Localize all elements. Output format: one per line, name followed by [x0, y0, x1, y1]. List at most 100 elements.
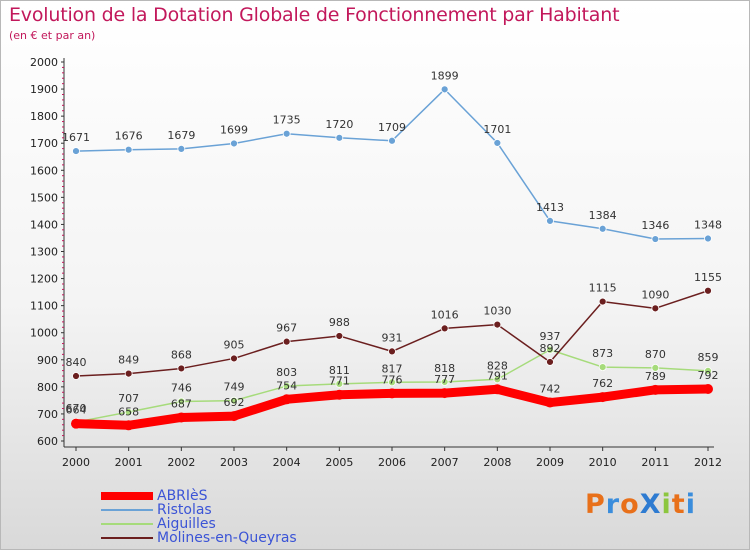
data-point-0 [334, 389, 345, 400]
x-tick-label: 2006 [378, 456, 406, 469]
data-label-1: 1709 [378, 121, 406, 134]
data-point-2 [651, 364, 660, 372]
data-label-3: 905 [224, 338, 245, 351]
data-label-2: 803 [276, 366, 297, 379]
logo-letter: P [585, 489, 606, 520]
legend-label-abries: ABRIèS [157, 488, 208, 504]
x-tick-label: 2000 [62, 456, 90, 469]
data-label-2: 707 [118, 392, 139, 405]
data-point-0 [176, 412, 187, 423]
x-tick-label: 2005 [325, 456, 353, 469]
legend-label-aiguilles: Aiguilles [157, 516, 216, 532]
data-label-3: 849 [118, 354, 139, 367]
data-label-1: 1701 [483, 123, 511, 136]
data-label-3: 931 [382, 331, 403, 344]
x-tick-label: 2011 [641, 456, 669, 469]
y-tick-label: 1000 [30, 327, 58, 340]
data-point-1 [230, 139, 238, 148]
data-label-2: 817 [382, 362, 403, 375]
data-label-1: 1735 [273, 114, 301, 127]
data-label-0: 754 [276, 379, 297, 392]
legend-swatch-ristolas [101, 509, 153, 511]
data-point-3 [124, 369, 133, 378]
data-point-0 [597, 392, 608, 403]
x-tick-label: 2002 [167, 456, 195, 469]
data-label-0: 692 [224, 396, 245, 409]
data-point-0 [71, 418, 81, 429]
x-tick-label: 2001 [115, 456, 143, 469]
y-tick-label: 600 [37, 435, 58, 448]
data-label-2: 870 [645, 348, 666, 361]
chart-title: Evolution de la Dotation Globale de Fonc… [9, 4, 620, 26]
y-tick-label: 800 [37, 381, 58, 394]
data-label-3: 967 [276, 322, 297, 335]
data-label-0: 776 [382, 373, 403, 386]
y-tick-label: 1800 [30, 110, 58, 123]
x-tick-label: 2009 [536, 456, 564, 469]
legend-swatch-molines [101, 537, 153, 539]
data-label-2: 937 [540, 330, 561, 343]
data-label-0: 771 [329, 375, 350, 388]
data-point-2 [124, 408, 133, 416]
data-label-3: 1155 [694, 271, 722, 284]
data-point-1 [388, 136, 396, 145]
data-point-3 [177, 364, 186, 373]
data-point-1 [493, 139, 502, 147]
data-label-0: 762 [592, 377, 613, 390]
data-point-3 [335, 332, 344, 340]
data-label-3: 1115 [589, 282, 617, 295]
data-label-2: 670 [66, 402, 87, 415]
data-label-2: 873 [592, 347, 613, 360]
y-tick-label: 1600 [30, 164, 58, 177]
data-point-2 [493, 375, 502, 384]
data-point-3 [230, 354, 238, 363]
data-point-0 [281, 394, 292, 405]
data-label-1: 1899 [431, 69, 459, 82]
data-point-1 [440, 85, 449, 94]
data-label-2: 859 [698, 351, 719, 364]
logo-letter: r [605, 489, 621, 520]
data-point-2 [335, 379, 344, 388]
data-point-1 [124, 145, 133, 154]
data-point-0 [650, 384, 661, 395]
data-label-2: 746 [171, 381, 192, 394]
data-point-1 [704, 234, 712, 243]
data-point-1 [598, 224, 607, 233]
data-label-0: 742 [540, 383, 561, 396]
data-point-1 [546, 217, 554, 225]
y-tick-label: 1100 [30, 300, 58, 313]
data-label-0: 777 [434, 373, 455, 386]
x-tick-label: 2004 [273, 456, 301, 469]
data-point-3 [546, 358, 554, 366]
y-tick-label: 1300 [30, 246, 58, 259]
data-point-3 [72, 372, 80, 380]
data-label-0: 664 [66, 404, 87, 417]
y-tick-label: 1400 [30, 218, 58, 231]
y-tick-label: 1200 [30, 273, 58, 286]
y-tick-label: 1900 [30, 83, 58, 96]
data-label-2: 811 [329, 364, 350, 377]
data-label-0: 789 [645, 370, 666, 383]
y-tick-label: 2000 [30, 56, 58, 69]
data-label-3: 892 [540, 342, 561, 355]
data-label-1: 1720 [325, 118, 353, 131]
data-point-0 [387, 388, 397, 399]
legend-swatch-abries [101, 492, 153, 500]
y-tick-label: 1700 [30, 137, 58, 150]
x-tick-label: 2012 [694, 456, 722, 469]
x-tick-label: 2008 [483, 456, 511, 469]
data-label-1: 1699 [220, 123, 248, 136]
data-point-3 [493, 320, 502, 329]
data-point-1 [177, 144, 186, 153]
logo-letter: o [620, 489, 640, 520]
data-point-2 [177, 397, 186, 406]
data-point-1 [72, 147, 80, 155]
legend-label-ristolas: Ristolas [157, 502, 212, 518]
data-label-0: 791 [487, 369, 508, 382]
data-point-0 [229, 411, 239, 422]
data-label-0: 687 [171, 397, 192, 410]
data-label-0: 658 [118, 405, 139, 418]
data-point-3 [704, 286, 712, 295]
data-point-0 [545, 397, 555, 408]
